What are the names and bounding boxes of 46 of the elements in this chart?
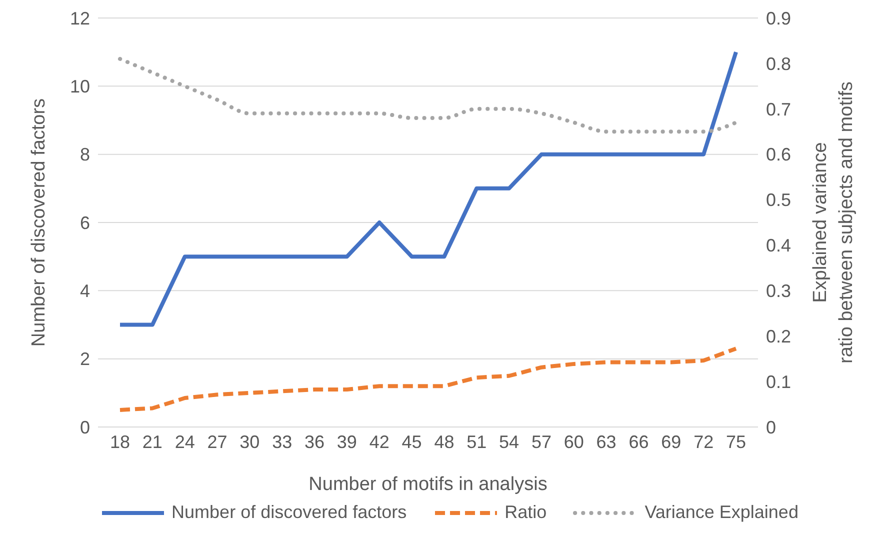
line-series bbox=[118, 56, 738, 134]
y2-tick-label: 0.2 bbox=[766, 326, 792, 346]
x-tick-label: 72 bbox=[694, 432, 714, 452]
legend-label: Number of discovered factors bbox=[170, 502, 407, 523]
x-tick-label: 45 bbox=[402, 432, 422, 452]
legend-label: Ratio bbox=[504, 502, 547, 523]
x-tick-label: 42 bbox=[369, 432, 390, 452]
x-tick-label: 63 bbox=[596, 432, 616, 452]
x-tick-label: 75 bbox=[726, 432, 746, 452]
x-tick-label: 27 bbox=[207, 432, 228, 452]
x-tick-label: 18 bbox=[110, 432, 130, 452]
y-tick-label: 6 bbox=[80, 212, 90, 233]
y2-tick-label: 0 bbox=[766, 417, 776, 438]
y-tick-label: 10 bbox=[70, 76, 90, 97]
x-tick-label: 36 bbox=[304, 432, 325, 452]
y-tick-label: 8 bbox=[80, 144, 90, 165]
x-tick-label: 24 bbox=[174, 432, 195, 452]
y-tick-label: 12 bbox=[70, 8, 90, 28]
y2-tick-label: 0.3 bbox=[766, 281, 792, 302]
y2-tick-label: 0.5 bbox=[766, 190, 792, 210]
y2-tick-label: 0.7 bbox=[766, 99, 792, 120]
x-tick-label: 39 bbox=[336, 432, 357, 452]
y-axis-title: Number of discovered factors bbox=[28, 98, 50, 347]
y-tick-label: 4 bbox=[80, 281, 90, 302]
x-axis-title: Number of motifs in analysis bbox=[308, 474, 548, 495]
line-series bbox=[118, 346, 738, 412]
x-tick-label: 21 bbox=[142, 432, 162, 452]
x-tick-label: 51 bbox=[466, 432, 487, 452]
legend-label: Variance Explained bbox=[644, 502, 798, 523]
y-tick-label: 0 bbox=[80, 417, 90, 438]
x-tick-label: 57 bbox=[531, 432, 552, 452]
y2-tick-label: 0.9 bbox=[766, 8, 792, 28]
x-tick-label: 54 bbox=[499, 432, 520, 452]
y-tick-label: 2 bbox=[80, 349, 90, 370]
line-series bbox=[118, 50, 738, 327]
x-tick-label: 60 bbox=[564, 432, 584, 452]
y2-tick-label: 0.6 bbox=[766, 144, 792, 165]
y2-axis-title: Explained variance ratio between subjects and motifs bbox=[810, 82, 857, 364]
y2-tick-label: 0.8 bbox=[766, 54, 792, 74]
x-tick-label: 30 bbox=[240, 432, 260, 452]
x-tick-label: 48 bbox=[434, 432, 454, 452]
y2-tick-label: 0.4 bbox=[766, 236, 792, 256]
x-tick-label: 69 bbox=[661, 432, 682, 452]
x-tick-label: 33 bbox=[272, 432, 292, 452]
y2-tick-label: 0.1 bbox=[766, 372, 792, 392]
x-tick-label: 66 bbox=[628, 432, 649, 452]
